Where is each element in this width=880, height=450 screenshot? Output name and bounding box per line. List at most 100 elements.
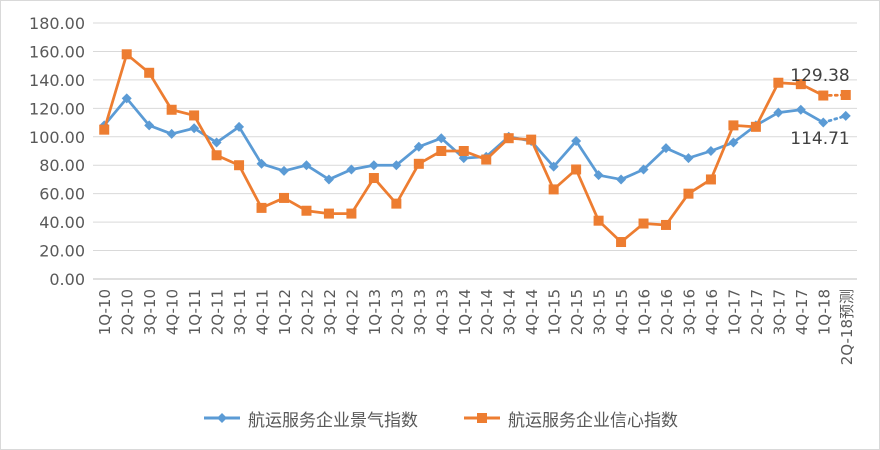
data-point bbox=[346, 208, 357, 219]
x-tick-label: 2Q-16 bbox=[658, 289, 676, 335]
data-point bbox=[166, 128, 177, 139]
x-tick-label: 2Q-18预测 bbox=[838, 289, 856, 365]
data-point bbox=[638, 218, 649, 229]
data-point bbox=[503, 133, 514, 144]
data-label: 114.71 bbox=[790, 129, 849, 149]
data-point bbox=[211, 137, 222, 148]
data-label: 129.38 bbox=[790, 66, 849, 86]
x-tick-label: 2Q-14 bbox=[478, 289, 496, 335]
data-point bbox=[795, 104, 806, 115]
chart-legend: 航运服务企业景气指数 航运服务企业信心指数 bbox=[1, 403, 879, 433]
data-point bbox=[593, 170, 604, 181]
data-point bbox=[121, 93, 132, 104]
x-tick-label: 3Q-13 bbox=[411, 289, 429, 335]
data-point bbox=[750, 121, 761, 132]
y-tick-label: 60.00 bbox=[39, 185, 85, 204]
data-point bbox=[728, 120, 739, 131]
x-tick-label: 3Q-16 bbox=[680, 289, 698, 335]
data-point bbox=[323, 208, 334, 219]
y-tick-label: 40.00 bbox=[39, 213, 85, 232]
data-point bbox=[391, 160, 402, 171]
x-tick-label: 2Q-12 bbox=[298, 289, 316, 335]
data-point bbox=[144, 120, 155, 131]
data-point bbox=[616, 237, 627, 248]
data-point bbox=[256, 158, 267, 169]
data-point bbox=[436, 133, 447, 144]
data-point bbox=[256, 202, 267, 213]
x-tick-label: 2Q-13 bbox=[388, 289, 406, 335]
x-tick-label: 1Q-15 bbox=[546, 289, 564, 335]
data-point bbox=[368, 160, 379, 171]
x-tick-label: 4Q-11 bbox=[254, 289, 272, 335]
data-point bbox=[683, 188, 694, 199]
x-tick-label: 1Q-13 bbox=[366, 289, 384, 335]
data-point bbox=[818, 117, 829, 128]
data-point bbox=[458, 146, 469, 156]
data-point bbox=[705, 174, 716, 185]
data-point bbox=[548, 184, 559, 195]
data-point bbox=[818, 90, 829, 101]
data-point bbox=[661, 219, 671, 230]
x-tick-label: 4Q-17 bbox=[793, 289, 811, 335]
y-tick-label: 20.00 bbox=[39, 242, 85, 261]
y-tick-label: 80.00 bbox=[39, 156, 85, 175]
data-point bbox=[571, 136, 582, 147]
data-point bbox=[616, 174, 627, 185]
data-point bbox=[99, 124, 110, 135]
data-point bbox=[391, 198, 402, 209]
legend-swatch-orange-square bbox=[464, 413, 500, 423]
data-point bbox=[323, 174, 334, 185]
data-point bbox=[526, 134, 537, 145]
data-point bbox=[773, 77, 784, 88]
x-tick-label: 4Q-12 bbox=[343, 289, 361, 335]
x-tick-label: 4Q-16 bbox=[703, 289, 721, 335]
x-tick-label: 1Q-11 bbox=[186, 289, 204, 335]
data-point bbox=[279, 165, 289, 176]
data-point bbox=[144, 67, 155, 78]
y-tick-label: 120.00 bbox=[29, 99, 85, 118]
x-tick-label: 1Q-17 bbox=[725, 289, 743, 335]
data-point bbox=[571, 164, 582, 175]
data-point bbox=[705, 146, 716, 156]
data-point bbox=[773, 107, 784, 118]
data-point bbox=[548, 161, 559, 172]
data-point bbox=[189, 110, 200, 121]
x-tick-label: 2Q-17 bbox=[748, 289, 766, 335]
data-point bbox=[301, 160, 312, 171]
x-tick-label: 3Q-17 bbox=[770, 289, 788, 335]
data-point bbox=[683, 153, 694, 164]
data-point bbox=[368, 173, 379, 184]
x-tick-label: 3Q-15 bbox=[591, 289, 609, 335]
data-point bbox=[413, 158, 424, 169]
y-tick-label: 180.00 bbox=[29, 14, 85, 33]
data-point bbox=[593, 215, 604, 226]
data-point bbox=[413, 141, 424, 152]
data-point bbox=[279, 192, 289, 203]
data-point bbox=[661, 143, 671, 154]
x-tick-label: 2Q-11 bbox=[209, 289, 227, 335]
data-point bbox=[840, 110, 851, 121]
y-tick-label: 0.00 bbox=[49, 270, 85, 289]
data-point bbox=[728, 137, 739, 148]
y-tick-label: 140.00 bbox=[29, 71, 85, 90]
x-tick-label: 4Q-13 bbox=[433, 289, 451, 335]
data-point bbox=[481, 154, 492, 165]
x-tick-label: 3Q-11 bbox=[231, 289, 249, 335]
data-point bbox=[211, 150, 222, 161]
x-tick-label: 1Q-10 bbox=[96, 289, 114, 335]
x-tick-label: 3Q-12 bbox=[321, 289, 339, 335]
x-tick-label: 4Q-15 bbox=[613, 289, 631, 335]
data-point bbox=[840, 89, 851, 100]
data-point bbox=[234, 121, 245, 132]
x-tick-label: 1Q-16 bbox=[636, 289, 654, 335]
data-point bbox=[301, 205, 312, 216]
legend-item-series-1: 航运服务企业信心指数 bbox=[462, 406, 678, 431]
x-tick-label: 4Q-10 bbox=[164, 289, 182, 335]
legend-item-series-0: 航运服务企业景气指数 bbox=[202, 406, 418, 431]
x-tick-label: 1Q-14 bbox=[456, 289, 474, 335]
x-tick-label: 2Q-15 bbox=[568, 289, 586, 335]
x-tick-label: 2Q-10 bbox=[119, 289, 137, 335]
data-point bbox=[189, 123, 200, 134]
data-point bbox=[346, 164, 357, 175]
data-point bbox=[795, 79, 806, 90]
